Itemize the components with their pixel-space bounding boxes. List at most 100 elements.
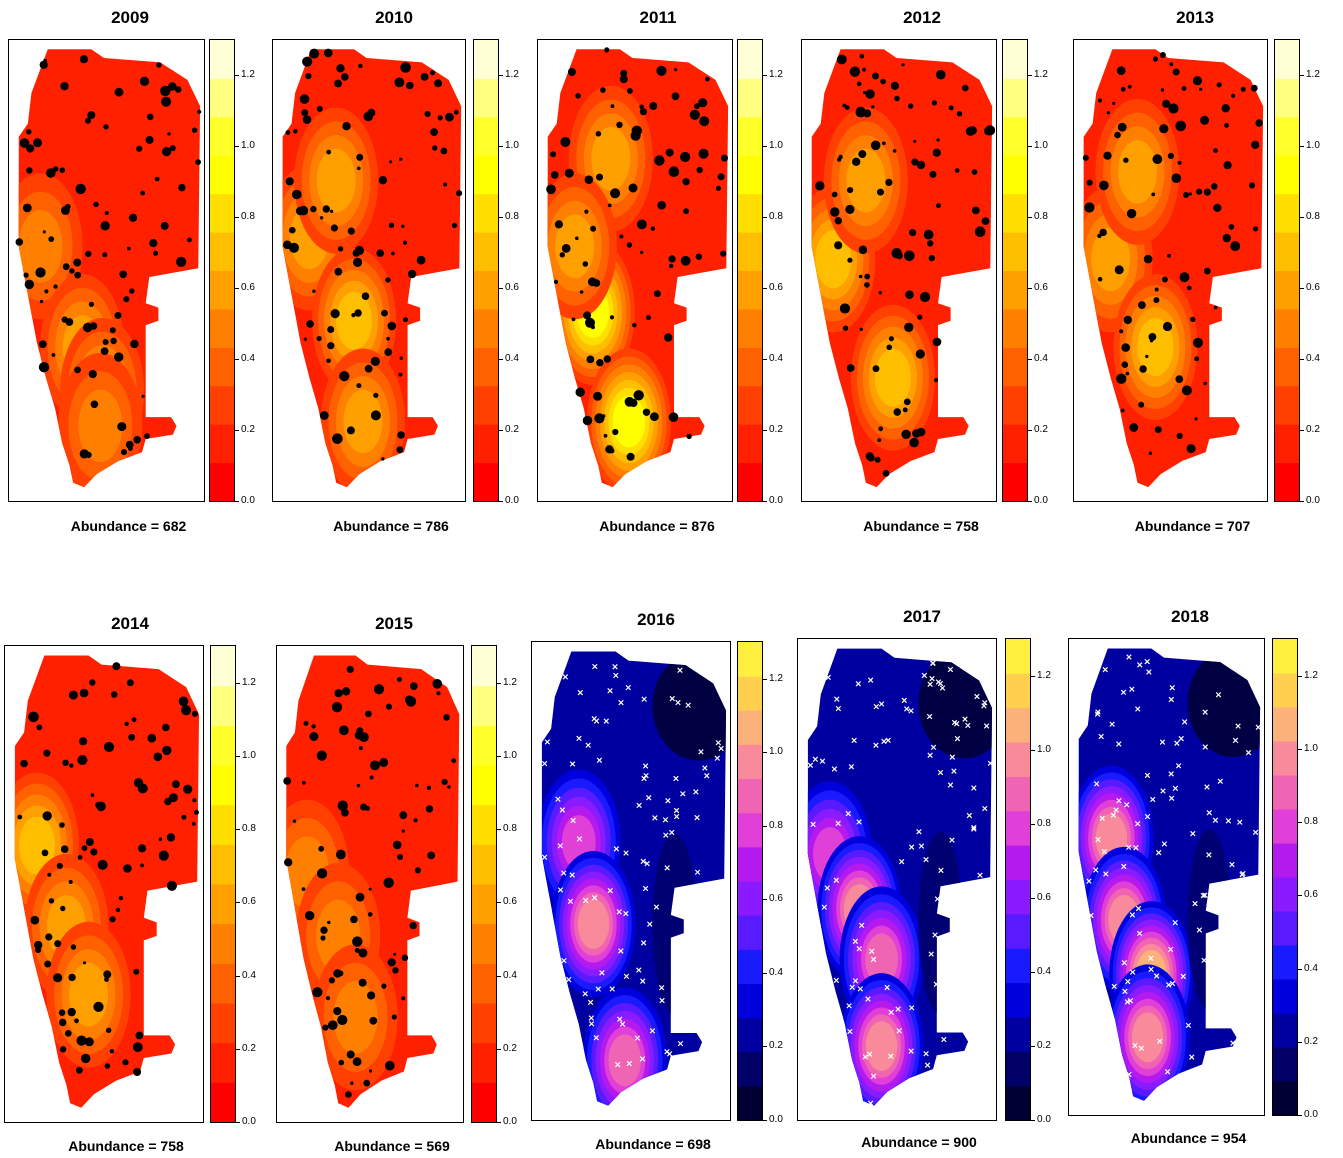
sample-point	[1172, 919, 1178, 926]
sample-point	[683, 208, 689, 215]
colorbar-band	[211, 923, 235, 964]
sample-point	[299, 94, 310, 104]
sample-point	[123, 864, 132, 873]
sample-point	[451, 758, 457, 764]
sample-point	[1230, 1040, 1236, 1046]
sample-point	[352, 936, 363, 947]
sample-point	[702, 765, 708, 771]
sample-point	[644, 860, 650, 867]
sample-point	[721, 154, 728, 162]
sample-point	[636, 967, 642, 973]
sample-point	[447, 785, 451, 789]
density-map	[801, 39, 997, 502]
sample-point	[657, 200, 666, 210]
colorbar-tick-label: 1.2	[1034, 69, 1048, 81]
sample-point	[835, 705, 842, 712]
colorbar-tickmark	[499, 501, 503, 502]
sample-point	[93, 1001, 104, 1012]
sample-point	[830, 207, 840, 217]
sample-point	[605, 445, 614, 454]
sample-point	[17, 814, 23, 820]
sample-point	[358, 948, 368, 958]
sample-point	[663, 832, 669, 838]
sample-point	[1119, 329, 1124, 334]
colorbar-tick-label: 1.2	[769, 672, 783, 684]
sample-point	[901, 429, 911, 439]
sample-point	[77, 755, 88, 765]
sample-point	[609, 315, 615, 320]
colorbar-tick-label: 0.6	[1306, 282, 1320, 294]
sample-point	[1235, 723, 1241, 729]
colorbar-band	[211, 1003, 235, 1044]
sample-point	[836, 54, 847, 65]
sample-point	[1206, 810, 1212, 816]
sample-point	[812, 756, 819, 762]
sample-point	[588, 1015, 595, 1021]
sample-point	[878, 701, 885, 707]
density-map-svg	[811, 49, 996, 488]
sample-point	[36, 724, 43, 731]
sample-point	[305, 73, 312, 80]
colorbar-tick-label: 0.2	[242, 1042, 256, 1054]
colorbar-band	[210, 232, 234, 271]
sample-point	[1200, 115, 1210, 125]
sample-point	[76, 1035, 87, 1046]
colorbar-band	[1003, 462, 1027, 501]
sample-point	[1168, 795, 1175, 801]
sample-point	[370, 760, 380, 771]
colorbar-band	[738, 308, 762, 348]
sample-point	[298, 205, 309, 216]
sample-point	[354, 947, 360, 953]
sample-point	[1123, 315, 1132, 325]
colorbar-tickmark	[1031, 824, 1035, 825]
sample-point	[364, 805, 370, 811]
sample-point	[436, 691, 441, 696]
colorbar-band	[474, 78, 498, 118]
sample-point	[140, 863, 145, 868]
sample-point	[1138, 401, 1145, 408]
sample-point	[1125, 978, 1131, 985]
density-contour	[815, 230, 852, 289]
sample-point	[582, 415, 593, 426]
low-density-zone	[1187, 829, 1232, 1011]
colorbar-band	[1006, 673, 1030, 709]
colorbar-band	[472, 1042, 496, 1083]
abundance-label: Abundance = 786	[333, 518, 449, 534]
sample-point	[1114, 131, 1121, 139]
colorbar-tick-label: 0.8	[241, 211, 255, 223]
sample-point	[586, 355, 595, 364]
sample-point	[1127, 998, 1134, 1004]
sample-point	[443, 182, 448, 187]
colorbar-tick-label: 1.0	[769, 746, 783, 758]
colorbar-band	[474, 232, 498, 271]
sample-point	[1213, 305, 1218, 310]
colorbar-tickmark	[763, 1046, 767, 1048]
sample-point	[1176, 432, 1183, 439]
sample-point	[873, 703, 880, 710]
colorbar-tick-label: 1.2	[769, 69, 783, 81]
sample-point	[430, 128, 438, 136]
sample-point	[110, 337, 117, 345]
sample-point	[956, 111, 963, 117]
sample-point	[1127, 84, 1132, 89]
sample-point	[178, 183, 186, 192]
colorbar-band	[738, 40, 762, 79]
sample-point	[1084, 202, 1095, 213]
colorbar-tickmark	[497, 682, 501, 684]
colorbar-band	[738, 778, 762, 814]
colorbar-band	[1003, 424, 1027, 464]
colorbar-band	[1006, 742, 1030, 777]
colorbar-tickmark	[763, 217, 767, 219]
colorbar-band	[1273, 707, 1297, 742]
sample-point	[981, 217, 990, 226]
colorbar-tickmark	[1031, 750, 1035, 751]
sample-point	[1250, 84, 1258, 92]
sample-point	[852, 938, 859, 945]
sample-point	[328, 1020, 338, 1030]
sample-point	[845, 204, 855, 214]
colorbar-band	[1273, 741, 1297, 776]
sample-point	[873, 742, 879, 748]
sample-point	[833, 977, 840, 984]
colorbar-tickmark	[1300, 430, 1304, 432]
sample-point	[192, 798, 197, 803]
